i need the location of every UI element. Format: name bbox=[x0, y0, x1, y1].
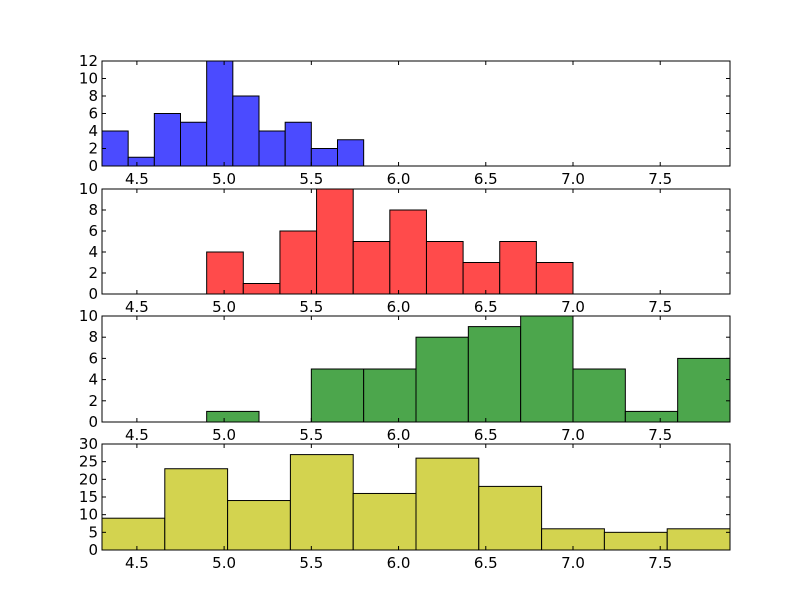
x-tick-label: 5.5 bbox=[299, 298, 323, 316]
y-tick-label: 6 bbox=[88, 105, 98, 123]
histogram-bar bbox=[624, 410, 679, 423]
y-tick-label: 0 bbox=[88, 413, 98, 431]
x-tick-label: 6.0 bbox=[387, 554, 411, 572]
histogram-bar bbox=[289, 454, 354, 551]
histogram-bar bbox=[279, 230, 318, 295]
y-tick-label: 12 bbox=[79, 52, 98, 70]
x-tick-label: 5.0 bbox=[212, 426, 236, 444]
histogram-bar bbox=[478, 485, 543, 551]
y-tick-label: 15 bbox=[79, 488, 98, 506]
y-tick-label: 0 bbox=[88, 157, 98, 175]
histogram-bar bbox=[352, 492, 417, 551]
x-tick-label: 4.5 bbox=[125, 298, 149, 316]
y-tick-label: 8 bbox=[88, 87, 98, 105]
histogram-bar bbox=[572, 368, 626, 423]
histogram-bar bbox=[206, 410, 260, 423]
x-tick-label: 5.0 bbox=[212, 554, 236, 572]
x-tick-label: 7.0 bbox=[561, 170, 585, 188]
x-tick-label: 5.5 bbox=[299, 554, 323, 572]
histogram-bar bbox=[415, 457, 480, 551]
histogram-bar bbox=[415, 336, 469, 423]
y-tick-label: 10 bbox=[79, 180, 98, 198]
histogram-bar bbox=[389, 209, 427, 295]
y-tick-label: 5 bbox=[88, 523, 98, 541]
y-tick-label: 4 bbox=[88, 243, 98, 261]
y-tick-label: 2 bbox=[88, 392, 98, 410]
x-tick-label: 6.0 bbox=[387, 298, 411, 316]
histogram-bar bbox=[316, 188, 354, 295]
histogram-bar bbox=[258, 130, 286, 167]
histogram-bar bbox=[206, 251, 244, 295]
y-tick-label: 10 bbox=[79, 70, 98, 88]
x-tick-label: 6.5 bbox=[474, 298, 498, 316]
y-tick-label: 2 bbox=[88, 264, 98, 282]
y-tick-label: 25 bbox=[79, 453, 98, 471]
y-tick-label: 30 bbox=[79, 435, 98, 453]
histogram-bar bbox=[310, 148, 339, 167]
histogram-bar bbox=[499, 241, 537, 295]
y-tick-label: 0 bbox=[88, 541, 98, 559]
y-tick-label: 10 bbox=[79, 506, 98, 524]
y-tick-label: 10 bbox=[79, 307, 98, 325]
y-tick-label: 0 bbox=[88, 285, 98, 303]
x-tick-label: 5.0 bbox=[212, 170, 236, 188]
histogram-bar bbox=[666, 528, 731, 551]
histogram-bar bbox=[206, 60, 234, 167]
x-tick-label: 6.5 bbox=[474, 170, 498, 188]
x-tick-label: 7.5 bbox=[648, 170, 672, 188]
histogram-bar bbox=[462, 262, 501, 295]
histogram-bar bbox=[603, 531, 668, 551]
x-tick-label: 7.0 bbox=[561, 298, 585, 316]
histogram-bar bbox=[677, 357, 731, 423]
histogram-bar bbox=[535, 262, 574, 295]
x-tick-label: 6.5 bbox=[474, 554, 498, 572]
y-tick-label: 6 bbox=[88, 349, 98, 367]
x-tick-label: 4.5 bbox=[125, 170, 149, 188]
axes-frame bbox=[101, 315, 731, 423]
y-tick-label: 6 bbox=[88, 222, 98, 240]
x-tick-label: 7.5 bbox=[648, 554, 672, 572]
x-tick-label: 7.5 bbox=[648, 298, 672, 316]
histogram-bar bbox=[242, 283, 281, 295]
x-tick-label: 5.5 bbox=[299, 170, 323, 188]
histogram-panel-2: 4.5 5.0 5.5 6.0 6.5 7.0 7.5 0 2 4 6 8 10 bbox=[79, 180, 731, 316]
y-tick-label: 20 bbox=[79, 470, 98, 488]
histogram-panel-3: 4.5 5.0 5.5 6.0 6.5 7.0 7.5 0 2 4 6 8 10 bbox=[79, 307, 731, 444]
histogram-bar bbox=[127, 156, 155, 167]
x-tick-label: 5.5 bbox=[299, 426, 323, 444]
x-tick-label: 7.0 bbox=[561, 426, 585, 444]
x-tick-label: 5.0 bbox=[212, 298, 236, 316]
x-tick-label: 7.5 bbox=[648, 426, 672, 444]
histogram-bar bbox=[164, 468, 229, 551]
histogram-bar bbox=[232, 95, 260, 167]
histogram-bar bbox=[337, 139, 365, 167]
histogram-bar bbox=[153, 113, 181, 167]
histogram-bar bbox=[227, 500, 291, 551]
histogram-bar bbox=[363, 368, 417, 423]
histogram-bar bbox=[520, 315, 574, 423]
histogram-bar bbox=[180, 121, 208, 167]
y-tick-label: 4 bbox=[88, 122, 98, 140]
y-tick-label: 8 bbox=[88, 328, 98, 346]
y-tick-label: 8 bbox=[88, 201, 98, 219]
histogram-bar bbox=[101, 517, 166, 551]
y-tick-label: 2 bbox=[88, 140, 98, 158]
histogram-bar bbox=[284, 121, 312, 167]
x-tick-label: 6.0 bbox=[387, 426, 411, 444]
x-tick-label: 6.5 bbox=[474, 426, 498, 444]
y-tick-label: 4 bbox=[88, 371, 98, 389]
histogram-bar bbox=[352, 241, 391, 295]
x-tick-label: 4.5 bbox=[125, 426, 149, 444]
histogram-bar bbox=[310, 368, 365, 423]
axes-frame bbox=[101, 188, 731, 295]
x-tick-label: 7.0 bbox=[561, 554, 585, 572]
histogram-bar bbox=[425, 241, 464, 295]
x-tick-label: 6.0 bbox=[387, 170, 411, 188]
x-tick-label: 4.5 bbox=[125, 554, 149, 572]
histogram-bar bbox=[467, 326, 522, 423]
